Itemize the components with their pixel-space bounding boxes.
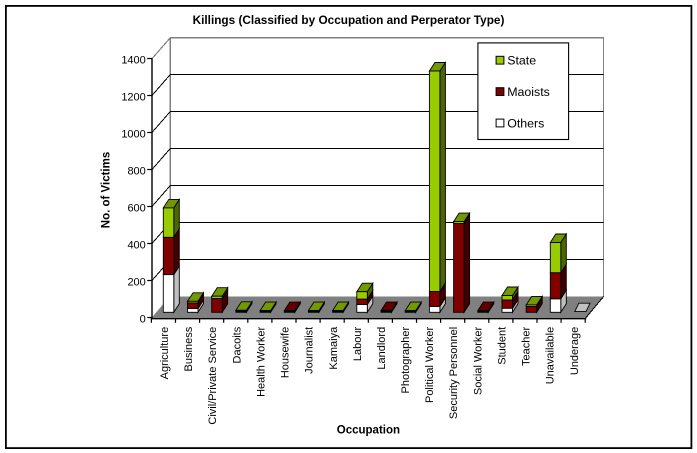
svg-text:Killings (Classified by Occupa: Killings (Classified by Occupation and P… [193,13,505,27]
svg-text:Security Personnel: Security Personnel [448,327,460,419]
svg-text:Health Worker: Health Worker [256,326,268,396]
svg-text:Teacher: Teacher [521,326,533,365]
svg-text:Civil/Private Service: Civil/Private Service [207,327,219,425]
svg-text:No. of Victims: No. of Victims [101,152,113,228]
svg-text:Underage: Underage [569,327,581,375]
svg-text:Occupation: Occupation [337,425,400,437]
svg-text:Others: Others [507,116,544,130]
svg-text:Landlord: Landlord [376,327,388,370]
svg-text:Housewife: Housewife [280,327,292,378]
svg-text:200: 200 [127,277,145,289]
svg-text:1200: 1200 [121,92,145,104]
svg-text:Political Worker: Political Worker [424,326,436,403]
svg-text:600: 600 [127,203,145,215]
svg-text:State: State [507,54,536,68]
svg-text:Journalist: Journalist [304,327,316,374]
svg-text:Social Worker: Social Worker [472,326,484,395]
svg-text:Unavailable: Unavailable [545,327,557,384]
svg-text:1000: 1000 [121,129,145,141]
svg-text:Dacoits: Dacoits [231,326,243,363]
svg-text:Maoists: Maoists [507,85,550,99]
svg-text:400: 400 [127,240,145,252]
svg-text:800: 800 [127,166,145,178]
svg-text:1400: 1400 [121,55,145,67]
svg-text:Student: Student [497,327,509,365]
svg-text:Agriculture: Agriculture [159,327,171,380]
svg-text:Business: Business [183,326,195,371]
svg-text:Labour: Labour [352,326,364,361]
svg-text:Photographer: Photographer [400,326,412,393]
svg-text:0: 0 [140,314,146,326]
svg-text:Kamaiya: Kamaiya [328,326,340,370]
